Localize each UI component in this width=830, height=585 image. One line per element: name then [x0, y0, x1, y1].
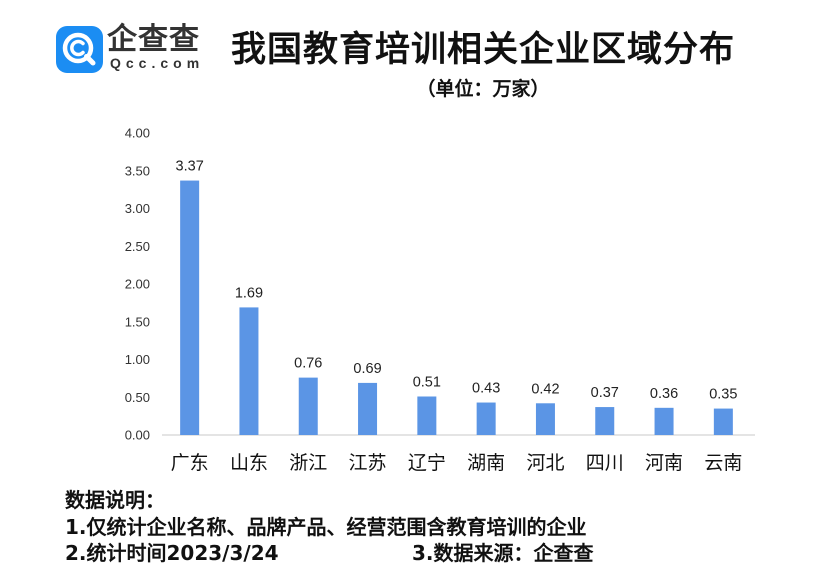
y-tick-label: 4.00	[125, 126, 150, 141]
y-tick-label: 3.50	[125, 163, 150, 178]
qcc-logo-icon	[56, 26, 103, 73]
y-tick-label: 1.50	[125, 314, 150, 329]
bar-7	[535, 403, 555, 435]
notes-heading: 数据说明：	[65, 488, 165, 512]
chart-subtitle: （单位：万家）	[416, 78, 550, 100]
bar-2	[239, 307, 259, 435]
category-label: 河南	[645, 452, 683, 474]
y-tick-label: 2.00	[125, 277, 150, 292]
y-tick-label: 0.00	[125, 428, 150, 443]
bar-1	[180, 180, 200, 435]
note-date: 2.统计时间2023/3/24	[65, 541, 279, 565]
brand-name: 企查查	[107, 22, 200, 57]
bar-value-label: 0.36	[650, 386, 678, 402]
category-label: 辽宁	[408, 452, 446, 474]
bar-value-label: 1.69	[235, 285, 263, 301]
category-label: 河北	[526, 452, 564, 474]
bar-8	[595, 407, 615, 435]
bar-6	[476, 402, 496, 435]
chart-title: 我国教育培训相关企业区域分布	[230, 30, 735, 70]
bar-4	[358, 382, 378, 435]
bar-5	[417, 396, 437, 435]
bar-value-label: 0.69	[353, 361, 381, 377]
category-label: 江苏	[349, 452, 387, 474]
category-label: 山东	[230, 452, 268, 474]
y-tick-label: 3.00	[125, 201, 150, 216]
category-label: 广东	[171, 452, 209, 474]
bar-value-label: 3.37	[176, 159, 204, 175]
bar-9	[654, 407, 674, 435]
category-label: 湖南	[467, 452, 505, 474]
brand-domain: Qcc.com	[110, 55, 205, 71]
bar-value-label: 0.51	[413, 374, 441, 390]
y-tick-label: 1.00	[125, 352, 150, 367]
note-source: 3.数据来源：企查查	[412, 541, 594, 565]
bar-chart: 0.00 0.50 1.00 1.50 2.00 2.50 3.00 3.50 4.00 3.37…	[125, 126, 755, 474]
note-scope: 1.仅统计企业名称、品牌产品、经营范围含教育培训的企业	[65, 515, 587, 539]
y-tick-label: 2.50	[125, 239, 150, 254]
category-label: 四川	[586, 452, 624, 474]
bar-value-label: 0.76	[294, 356, 322, 372]
category-label: 浙江	[289, 452, 327, 474]
bar-value-label: 0.35	[709, 387, 737, 403]
bar-value-label: 0.42	[531, 381, 559, 397]
bar-3	[298, 377, 318, 435]
y-tick-label: 0.50	[125, 390, 150, 405]
category-label: 云南	[704, 452, 742, 474]
bar-10	[713, 408, 733, 435]
bar-value-label: 0.43	[472, 381, 500, 397]
bar-value-label: 0.37	[591, 385, 619, 401]
